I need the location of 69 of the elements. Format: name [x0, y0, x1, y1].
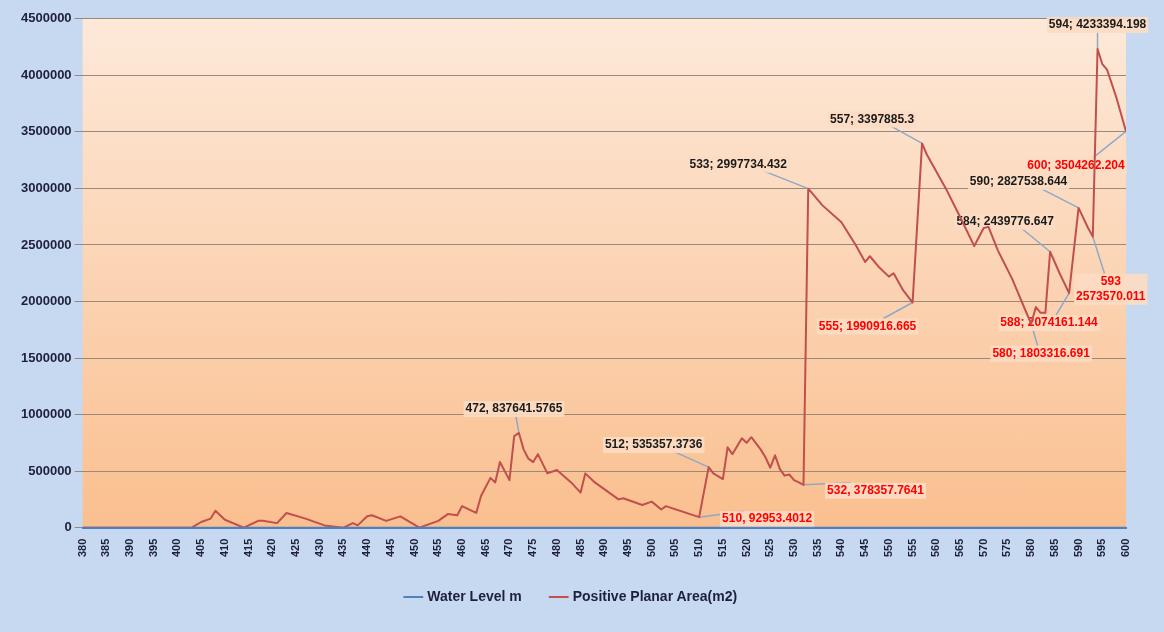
annotation: 557; 3397885.3	[830, 111, 915, 126]
x-tick-label: 575	[1000, 538, 1013, 558]
y-tick-label: 2000000	[20, 293, 72, 309]
x-tick-label: 525	[763, 538, 776, 558]
x-tick-label: 410	[217, 538, 230, 558]
legend-label: Positive Planar Area(m2)	[572, 587, 738, 604]
x-tick-label: 465	[478, 538, 491, 558]
y-tick-label: 3500000	[20, 123, 72, 139]
annotation: 533; 2997734.432	[689, 156, 788, 171]
y-tick-label: 1000000	[20, 406, 72, 422]
y-tick-label: 4500000	[20, 10, 72, 26]
x-tick-label: 440	[360, 538, 373, 558]
x-tick-label: 485	[573, 538, 586, 558]
x-tick-label: 490	[597, 538, 610, 558]
annotation: 590; 2827538.644	[969, 174, 1068, 189]
x-tick-label: 585	[1047, 538, 1060, 558]
y-tick-label: 4000000	[20, 66, 72, 82]
x-tick-label: 380	[75, 538, 88, 558]
x-tick-label: 450	[407, 538, 420, 558]
x-tick-label: 520	[739, 538, 752, 558]
y-tick-label: 500000	[28, 462, 72, 478]
x-tick-label: 550	[881, 538, 894, 558]
x-tick-label: 600	[1119, 538, 1132, 558]
x-tick-label: 535	[810, 538, 823, 558]
x-tick-label: 455	[431, 538, 444, 558]
x-tick-label: 560	[929, 538, 942, 558]
x-tick-label: 500	[644, 538, 657, 558]
legend-label: Water Level m	[427, 587, 522, 604]
x-tick-label: 515	[715, 538, 728, 558]
y-tick-label: 0	[64, 519, 72, 535]
x-tick-label: 415	[241, 538, 254, 558]
x-tick-label: 420	[265, 538, 278, 558]
x-tick-label: 530	[787, 538, 800, 558]
annotation: 588; 2074161.144	[1000, 315, 1099, 330]
x-tick-label: 445	[383, 538, 396, 558]
x-tick-label: 570	[976, 538, 989, 558]
x-tick-label: 475	[526, 538, 539, 558]
x-tick-label: 590	[1071, 538, 1084, 558]
x-tick-label: 540	[834, 538, 847, 558]
annotation: 512; 535357.3736	[604, 437, 703, 452]
x-tick-label: 495	[621, 538, 634, 558]
annotation: 580; 1803316.691	[992, 346, 1091, 361]
annotation: 593 2573570.011	[1076, 273, 1146, 303]
x-tick-label: 430	[312, 538, 325, 558]
annotation: 594; 4233394.198	[1048, 17, 1147, 32]
x-tick-label: 545	[858, 538, 871, 558]
x-tick-label: 460	[455, 538, 468, 558]
x-tick-label: 400	[170, 538, 183, 558]
x-tick-label: 480	[549, 538, 562, 558]
y-tick-label: 1500000	[20, 349, 72, 365]
x-tick-label: 425	[289, 538, 302, 558]
x-tick-label: 435	[336, 538, 349, 558]
annotation: 510, 92953.4012	[722, 511, 813, 526]
annotation: 555; 1990916.665	[818, 318, 917, 333]
x-tick-label: 555	[905, 538, 918, 558]
x-tick-label: 510	[692, 538, 705, 558]
x-tick-label: 595	[1095, 538, 1108, 558]
x-tick-label: 395	[146, 538, 159, 558]
x-tick-label: 385	[99, 538, 112, 558]
x-tick-label: 405	[194, 538, 207, 558]
x-tick-label: 505	[668, 538, 681, 558]
x-tick-label: 565	[953, 538, 966, 558]
x-tick-label: 580	[1024, 538, 1037, 558]
x-tick-label: 470	[502, 538, 515, 558]
x-tick-label: 390	[123, 538, 136, 558]
y-tick-label: 2500000	[20, 236, 72, 252]
y-tick-label: 3000000	[20, 179, 72, 195]
annotation: 472, 837641.5765	[465, 401, 563, 416]
annotation: 532, 378357.7641	[827, 483, 925, 498]
